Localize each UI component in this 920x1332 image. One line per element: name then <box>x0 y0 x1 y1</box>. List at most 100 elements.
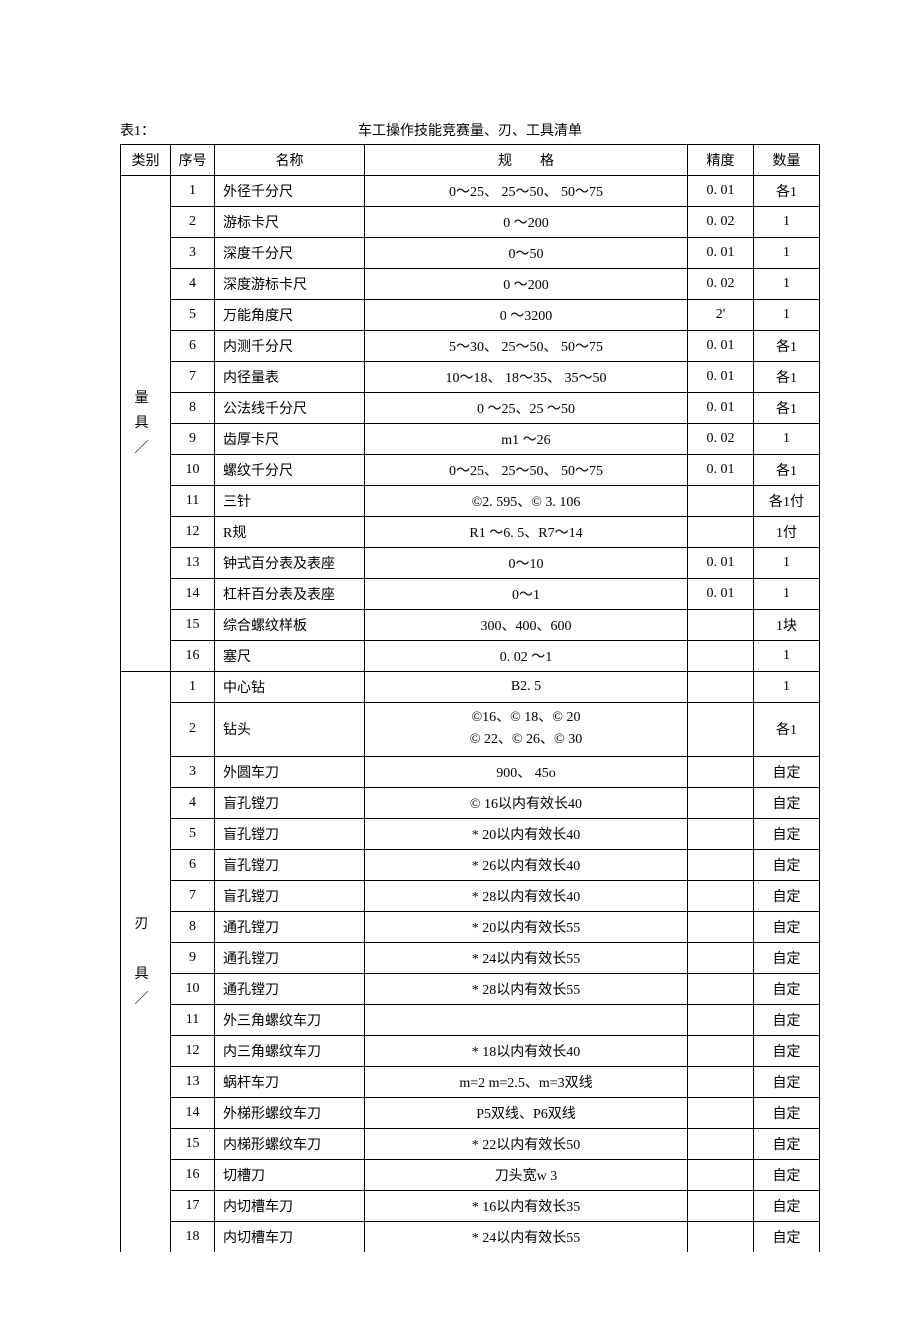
qty-cell: 1 <box>754 641 820 672</box>
precision-cell: 2' <box>688 300 754 331</box>
precision-cell: 0. 01 <box>688 362 754 393</box>
table-row: 9通孔镗刀* 24以内有效长55自定 <box>121 942 820 973</box>
spec-cell: 0 ～25、25 ～50 <box>365 393 688 424</box>
precision-cell <box>688 1097 754 1128</box>
qty-cell: 各1 <box>754 362 820 393</box>
name-cell: 盲孔镗刀 <box>215 818 365 849</box>
spec-cell: 刀头宽w 3 <box>365 1159 688 1190</box>
spec-cell: 0 ～200 <box>365 269 688 300</box>
qty-cell: 自定 <box>754 1097 820 1128</box>
spec-cell: 5～30、 25～50、 50～75 <box>365 331 688 362</box>
qty-cell: 自定 <box>754 1221 820 1252</box>
table-row: 17内切槽车刀* 16以内有效长35自定 <box>121 1190 820 1221</box>
col-name: 名称 <box>215 145 365 176</box>
spec-cell: m1 ～26 <box>365 424 688 455</box>
spec-cell: 10～18、 18～35、 35～50 <box>365 362 688 393</box>
table-row: 5盲孔镗刀* 20以内有效长40自定 <box>121 818 820 849</box>
precision-cell: 0. 01 <box>688 393 754 424</box>
table-row: 2游标卡尺0 ～2000. 021 <box>121 207 820 238</box>
spec-cell <box>365 1004 688 1035</box>
table-row: 15内梯形螺纹车刀* 22以内有效长50自定 <box>121 1128 820 1159</box>
table-row: 3外圆车刀900、 45o自定 <box>121 756 820 787</box>
qty-cell: 自定 <box>754 1128 820 1159</box>
precision-cell: 0. 01 <box>688 548 754 579</box>
seq-cell: 8 <box>171 911 215 942</box>
name-cell: 外梯形螺纹车刀 <box>215 1097 365 1128</box>
precision-cell <box>688 1035 754 1066</box>
precision-cell <box>688 610 754 641</box>
name-cell: 盲孔镗刀 <box>215 787 365 818</box>
seq-cell: 1 <box>171 176 215 207</box>
spec-cell: ©16、© 18、© 20© 22、© 26、© 30 <box>365 703 688 757</box>
qty-cell: 1 <box>754 238 820 269</box>
table-row: 9齿厚卡尺m1 ～260. 021 <box>121 424 820 455</box>
qty-cell: 自定 <box>754 1159 820 1190</box>
seq-cell: 2 <box>171 703 215 757</box>
name-cell: 外圆车刀 <box>215 756 365 787</box>
spec-cell: * 20以内有效长40 <box>365 818 688 849</box>
name-cell: 塞尺 <box>215 641 365 672</box>
table-row: 15综合螺纹样板300、400、6001块 <box>121 610 820 641</box>
table-row: 11三针©2. 595、© 3. 106各1付 <box>121 486 820 517</box>
spec-cell: P5双线、P6双线 <box>365 1097 688 1128</box>
seq-cell: 11 <box>171 486 215 517</box>
table-row: 8公法线千分尺0 ～25、25 ～500. 01各1 <box>121 393 820 424</box>
seq-cell: 13 <box>171 1066 215 1097</box>
table-label: 表1： <box>120 120 180 140</box>
table-row: 6盲孔镗刀* 26以内有效长40自定 <box>121 849 820 880</box>
spec-cell: 0～25、 25～50、 50～75 <box>365 176 688 207</box>
spec-cell: 0 ～3200 <box>365 300 688 331</box>
name-cell: 盲孔镗刀 <box>215 849 365 880</box>
qty-cell: 各1 <box>754 703 820 757</box>
qty-cell: 各1 <box>754 331 820 362</box>
seq-cell: 13 <box>171 548 215 579</box>
spec-cell: * 22以内有效长50 <box>365 1128 688 1159</box>
category-cell: 刃 具／ <box>121 672 171 1252</box>
precision-cell <box>688 1004 754 1035</box>
precision-cell <box>688 1128 754 1159</box>
table-row: 7盲孔镗刀* 28以内有效长40自定 <box>121 880 820 911</box>
precision-cell: 0. 01 <box>688 238 754 269</box>
name-cell: 三针 <box>215 486 365 517</box>
table-row: 6内测千分尺5～30、 25～50、 50～750. 01各1 <box>121 331 820 362</box>
table-title: 车工操作技能竞赛量、刃、工具清单 <box>180 120 820 140</box>
col-category: 类别 <box>121 145 171 176</box>
name-cell: 蜗杆车刀 <box>215 1066 365 1097</box>
name-cell: 钻头 <box>215 703 365 757</box>
seq-cell: 4 <box>171 269 215 300</box>
name-cell: 中心钻 <box>215 672 365 703</box>
qty-cell: 自定 <box>754 973 820 1004</box>
seq-cell: 3 <box>171 756 215 787</box>
name-cell: 内测千分尺 <box>215 331 365 362</box>
spec-cell: * 18以内有效长40 <box>365 1035 688 1066</box>
precision-cell <box>688 849 754 880</box>
name-cell: 内径量表 <box>215 362 365 393</box>
table-row: 13钟式百分表及表座0～100. 011 <box>121 548 820 579</box>
name-cell: 深度千分尺 <box>215 238 365 269</box>
qty-cell: 自定 <box>754 756 820 787</box>
seq-cell: 16 <box>171 1159 215 1190</box>
spec-cell: * 28以内有效长40 <box>365 880 688 911</box>
seq-cell: 9 <box>171 424 215 455</box>
table-row: 4盲孔镗刀© 16以内有效长40自定 <box>121 787 820 818</box>
name-cell: 齿厚卡尺 <box>215 424 365 455</box>
qty-cell: 自定 <box>754 849 820 880</box>
spec-cell: 0～25、 25～50、 50～75 <box>365 455 688 486</box>
qty-cell: 1 <box>754 269 820 300</box>
spec-cell: 300、400、600 <box>365 610 688 641</box>
qty-cell: 自定 <box>754 880 820 911</box>
table-row: 2钻头©16、© 18、© 20© 22、© 26、© 30 各1 <box>121 703 820 757</box>
precision-cell: 0. 01 <box>688 579 754 610</box>
qty-cell: 自定 <box>754 1004 820 1035</box>
name-cell: 切槽刀 <box>215 1159 365 1190</box>
tools-table: 类别 序号 名称 规 格 精度 数量 量具／1外径千分尺0～25、 25～50、… <box>120 144 820 1252</box>
col-spec: 规 格 <box>365 145 688 176</box>
qty-cell: 1 <box>754 548 820 579</box>
name-cell: 杠杆百分表及表座 <box>215 579 365 610</box>
qty-cell: 1块 <box>754 610 820 641</box>
table-header: 类别 序号 名称 规 格 精度 数量 <box>121 145 820 176</box>
spec-cell: ©2. 595、© 3. 106 <box>365 486 688 517</box>
spec-cell: 0. 02 ～1 <box>365 641 688 672</box>
qty-cell: 1 <box>754 424 820 455</box>
spec-cell: 0～1 <box>365 579 688 610</box>
